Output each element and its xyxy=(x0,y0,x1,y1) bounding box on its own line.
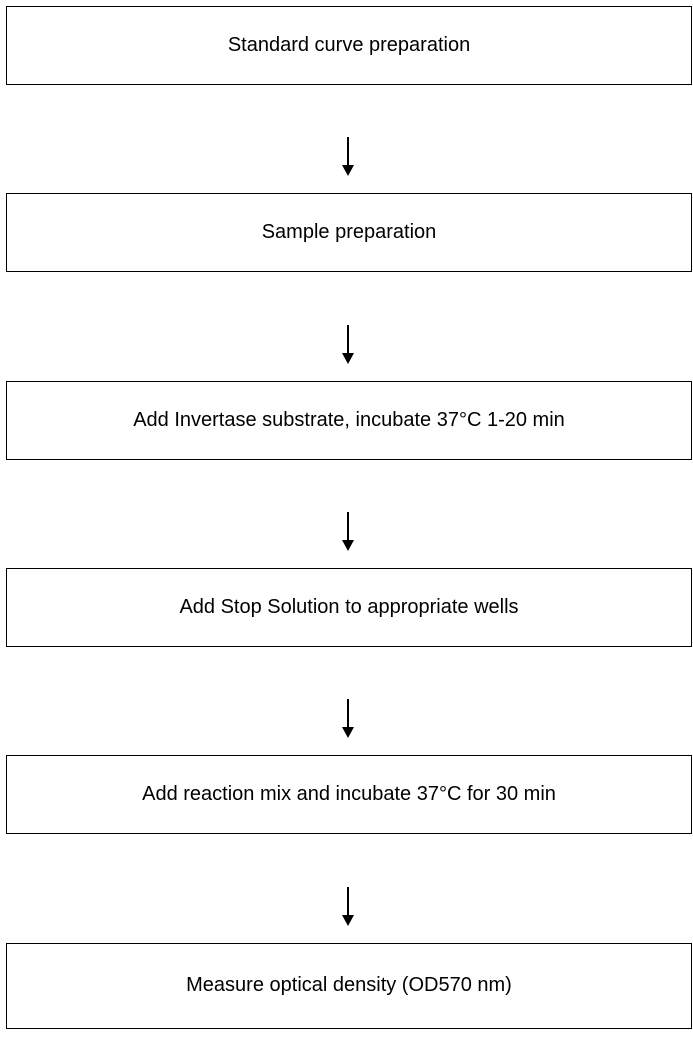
arrow-down-icon xyxy=(339,325,357,365)
step-box-standard-curve: Standard curve preparation xyxy=(6,6,692,85)
step-box-measure-od: Measure optical density (OD570 nm) xyxy=(6,943,692,1029)
step-label: Add Stop Solution to appropriate wells xyxy=(179,596,518,619)
step-label: Add Invertase substrate, incubate 37°C 1… xyxy=(133,409,565,432)
arrow-down-icon xyxy=(339,512,357,552)
step-box-sample-preparation: Sample preparation xyxy=(6,193,692,272)
step-box-stop-solution: Add Stop Solution to appropriate wells xyxy=(6,568,692,647)
arrow-down-icon xyxy=(339,699,357,739)
arrow-down-icon xyxy=(339,887,357,927)
step-box-add-substrate: Add Invertase substrate, incubate 37°C 1… xyxy=(6,381,692,460)
step-label: Standard curve preparation xyxy=(228,34,470,57)
step-label: Add reaction mix and incubate 37°C for 3… xyxy=(142,783,556,806)
step-label: Measure optical density (OD570 nm) xyxy=(186,974,512,997)
step-box-reaction-mix: Add reaction mix and incubate 37°C for 3… xyxy=(6,755,692,834)
arrow-down-icon xyxy=(339,137,357,177)
step-label: Sample preparation xyxy=(262,221,437,244)
